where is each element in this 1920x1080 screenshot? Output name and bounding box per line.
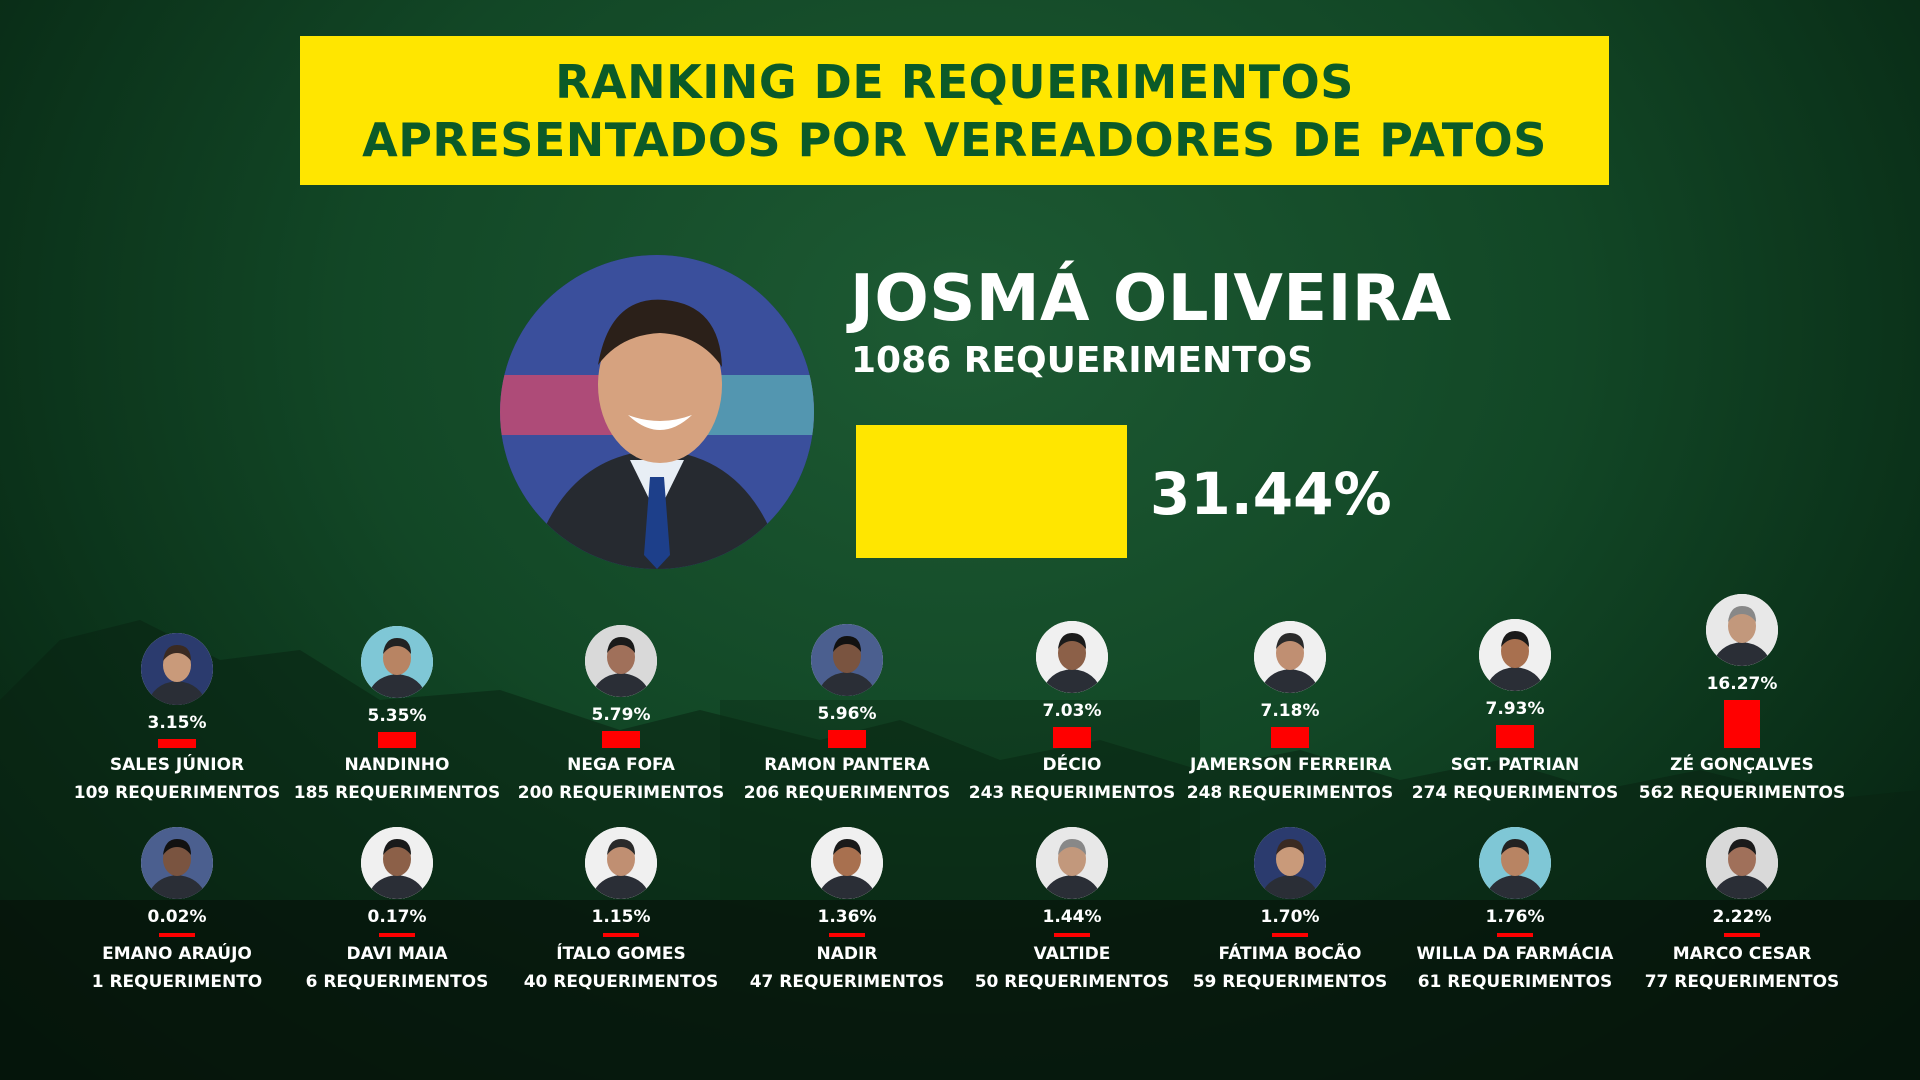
requerimentos-count: 185 REQUERIMENTOS [293,783,501,803]
councillor-avatar [361,626,433,698]
percent-bar [1272,933,1308,937]
councillor-name: JAMERSON FERREIRA [1190,755,1392,775]
percent-bar [828,730,866,748]
leader-name: JOSMÁ OLIVEIRA [850,262,1452,336]
leader-percent: 31.44% [1150,460,1392,528]
requerimentos-count: 6 REQUERIMENTOS [305,972,489,992]
councillor-name: ÍTALO GOMES [556,944,686,964]
percent-bar [1496,725,1534,748]
percent-label: 1.36% [817,907,877,927]
leader-bar [856,425,1127,558]
councillor-name: SALES JÚNIOR [109,755,245,775]
percent-bar [1497,933,1533,937]
requerimentos-count: 243 REQUERIMENTOS [968,783,1176,803]
percent-label: 1.76% [1485,907,1545,927]
councillor-name: WILLA DA FARMÁCIA [1416,944,1614,964]
requerimentos-count: 562 REQUERIMENTOS [1638,783,1846,803]
percent-bar [829,933,865,937]
percent-label: 16.27% [1706,674,1778,694]
requerimentos-count: 59 REQUERIMENTOS [1192,972,1388,992]
councillor-avatar [1706,827,1778,899]
percent-bar [379,933,415,937]
percent-bar [1724,700,1760,748]
requerimentos-count: 1 REQUERIMENTO [91,972,263,992]
requerimentos-count: 248 REQUERIMENTOS [1186,783,1394,803]
councillor-name: DÉCIO [1042,755,1102,775]
councillor-avatar [1254,827,1326,899]
councillor-name: SGT. PATRIAN [1450,755,1580,775]
percent-label: 0.02% [147,907,207,927]
councillor-avatar [1036,621,1108,693]
percent-label: 3.15% [147,713,207,733]
percent-label: 1.70% [1260,907,1320,927]
percent-bar [159,933,195,937]
percent-label: 7.18% [1260,701,1320,721]
percent-label: 5.96% [817,704,877,724]
councillor-avatar [811,827,883,899]
councillor-name: ZÉ GONÇALVES [1670,755,1814,775]
councillor-name: NADIR [816,944,878,964]
councillor-avatar [141,827,213,899]
councillor-avatar [141,633,213,705]
percent-bar [1054,933,1090,937]
percent-bar [603,933,639,937]
councillor-name: NEGA FOFA [567,755,675,775]
councillor-avatar [1706,594,1778,666]
councillor-avatar [811,624,883,696]
requerimentos-count: 274 REQUERIMENTOS [1411,783,1619,803]
percent-bar [378,732,416,748]
percent-label: 0.17% [367,907,427,927]
percent-label: 7.03% [1042,701,1102,721]
percent-label: 5.79% [591,705,651,725]
title-line-1: RANKING DE REQUERIMENTOS [555,54,1354,109]
councillor-name: NANDINHO [344,755,450,775]
percent-bar [1053,727,1091,748]
requerimentos-count: 200 REQUERIMENTOS [517,783,725,803]
title-line-2: APRESENTADOS POR VEREADORES DE PATOS [362,112,1547,167]
percent-label: 1.44% [1042,907,1102,927]
councillor-name: DAVI MAIA [346,944,448,964]
councillor-name: EMANO ARAÚJO [102,944,252,964]
councillor-name: MARCO CESAR [1672,944,1812,964]
percent-bar [602,731,640,748]
percent-bar [158,739,196,748]
requerimentos-count: 206 REQUERIMENTOS [743,783,951,803]
councillor-avatar [361,827,433,899]
requerimentos-count: 47 REQUERIMENTOS [749,972,945,992]
percent-label: 7.93% [1485,699,1545,719]
councillor-avatar [1254,621,1326,693]
percent-label: 1.15% [591,907,651,927]
requerimentos-count: 50 REQUERIMENTOS [974,972,1170,992]
councillor-name: RAMON PANTERA [764,755,930,775]
councillor-avatar [585,625,657,697]
requerimentos-count: 40 REQUERIMENTOS [523,972,719,992]
percent-bar [1271,727,1309,748]
percent-label: 5.35% [367,706,427,726]
leader-avatar [500,255,814,569]
councillor-avatar [1479,827,1551,899]
councillor-avatar [585,827,657,899]
councillor-name: VALTIDE [1033,944,1111,964]
councillor-avatar [1036,827,1108,899]
percent-label: 2.22% [1712,907,1772,927]
requerimentos-count: 77 REQUERIMENTOS [1644,972,1840,992]
percent-bar [1724,933,1760,937]
leader-count: 1086 REQUERIMENTOS [851,340,1314,381]
title-banner: RANKING DE REQUERIMENTOS APRESENTADOS PO… [300,36,1609,185]
requerimentos-count: 109 REQUERIMENTOS [73,783,281,803]
councillor-name: FÁTIMA BOCÃO [1218,944,1362,964]
requerimentos-count: 61 REQUERIMENTOS [1417,972,1613,992]
councillor-avatar [1479,619,1551,691]
